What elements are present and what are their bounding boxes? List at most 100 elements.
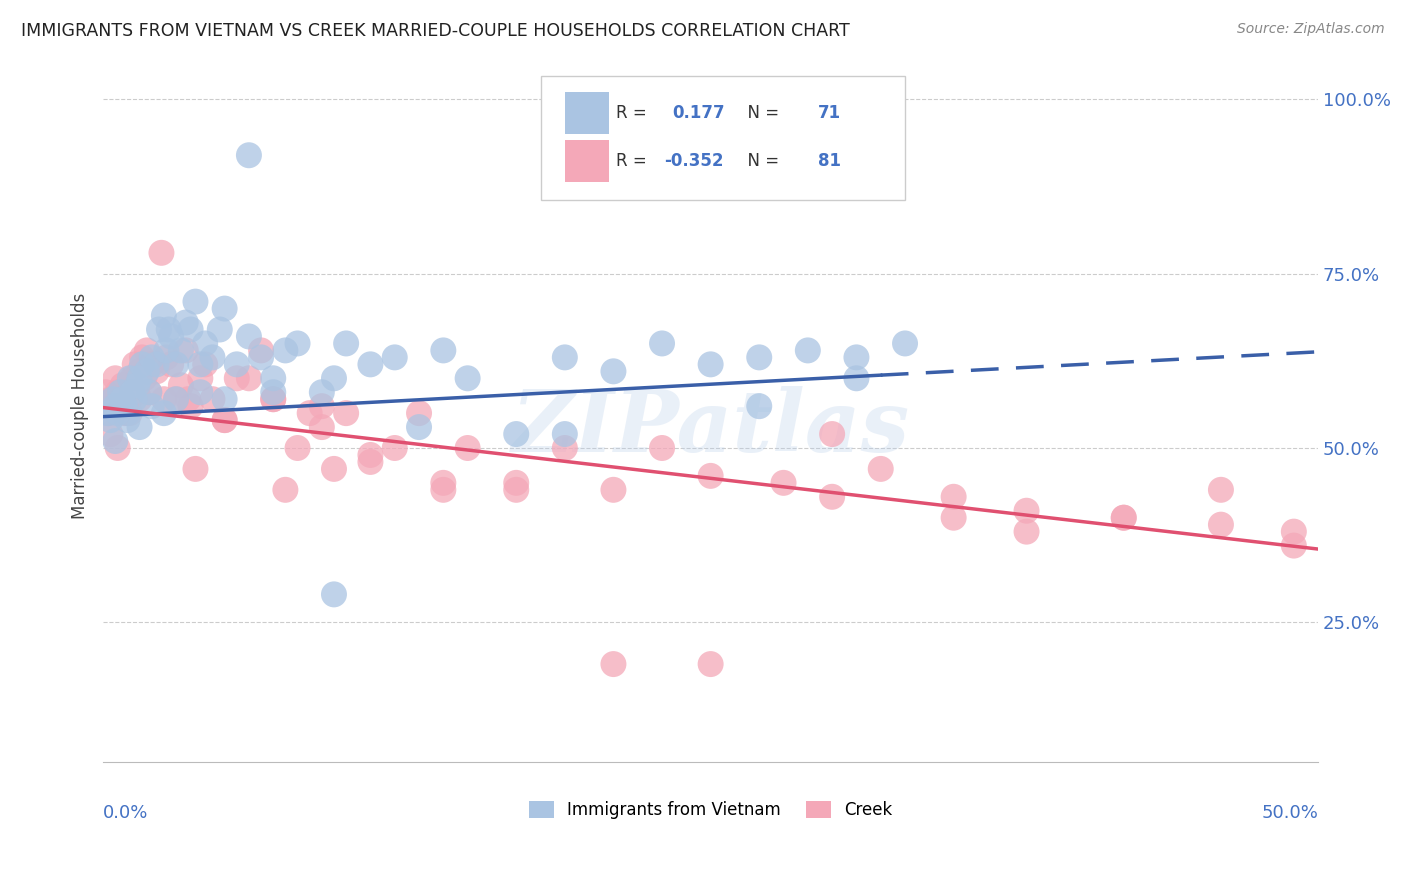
- Point: [94, 385, 117, 400]
- Point: [104, 371, 127, 385]
- Point: [323, 462, 346, 476]
- Point: [194, 336, 217, 351]
- Point: [155, 351, 177, 365]
- Point: [1112, 510, 1135, 524]
- Point: [148, 322, 170, 336]
- Point: [131, 351, 153, 365]
- Point: [128, 364, 150, 378]
- Point: [128, 392, 150, 407]
- Point: [214, 413, 236, 427]
- Point: [942, 490, 965, 504]
- Point: [117, 413, 139, 427]
- Point: [107, 406, 129, 420]
- Point: [408, 406, 430, 420]
- Point: [869, 462, 891, 476]
- Point: [100, 413, 122, 427]
- Point: [505, 427, 527, 442]
- Y-axis label: Married-couple Households: Married-couple Households: [72, 293, 89, 519]
- Text: 0.0%: 0.0%: [103, 805, 149, 822]
- Point: [262, 385, 284, 400]
- Point: [160, 329, 183, 343]
- Point: [238, 148, 260, 162]
- Point: [170, 378, 193, 392]
- Point: [124, 357, 146, 371]
- Point: [208, 322, 231, 336]
- Point: [188, 385, 211, 400]
- Text: 71: 71: [817, 103, 841, 121]
- Point: [772, 475, 794, 490]
- Point: [602, 483, 624, 497]
- Point: [127, 378, 149, 392]
- Point: [1282, 539, 1305, 553]
- Point: [238, 371, 260, 385]
- Point: [104, 434, 127, 448]
- Point: [100, 427, 122, 442]
- Point: [145, 357, 167, 371]
- Point: [114, 406, 136, 420]
- FancyBboxPatch shape: [565, 92, 609, 134]
- Point: [97, 406, 120, 420]
- Point: [108, 392, 131, 407]
- Point: [554, 427, 576, 442]
- Point: [118, 371, 141, 385]
- Point: [134, 371, 156, 385]
- Text: 81: 81: [817, 152, 841, 169]
- Text: R =: R =: [616, 103, 657, 121]
- Point: [311, 385, 333, 400]
- Point: [1015, 524, 1038, 539]
- Point: [135, 364, 157, 378]
- Point: [432, 475, 454, 490]
- Text: N =: N =: [737, 152, 785, 169]
- Point: [323, 371, 346, 385]
- Point: [117, 392, 139, 407]
- Point: [250, 343, 273, 358]
- Point: [114, 399, 136, 413]
- Point: [104, 399, 127, 413]
- Point: [262, 392, 284, 407]
- Point: [174, 343, 197, 358]
- Point: [174, 316, 197, 330]
- Point: [894, 336, 917, 351]
- Point: [107, 441, 129, 455]
- Point: [131, 357, 153, 371]
- Point: [201, 392, 224, 407]
- Point: [457, 441, 479, 455]
- Point: [262, 371, 284, 385]
- Point: [188, 357, 211, 371]
- Point: [505, 475, 527, 490]
- Point: [111, 392, 134, 407]
- Point: [165, 392, 187, 407]
- Point: [699, 468, 721, 483]
- Point: [153, 309, 176, 323]
- Point: [942, 510, 965, 524]
- Point: [214, 413, 236, 427]
- Point: [184, 294, 207, 309]
- Point: [457, 371, 479, 385]
- Point: [335, 336, 357, 351]
- Text: ZIPatlas: ZIPatlas: [512, 385, 910, 469]
- Point: [432, 343, 454, 358]
- Point: [121, 371, 143, 385]
- Point: [141, 357, 163, 371]
- Point: [748, 399, 770, 413]
- Point: [121, 385, 143, 400]
- Point: [184, 462, 207, 476]
- Text: Source: ZipAtlas.com: Source: ZipAtlas.com: [1237, 22, 1385, 37]
- Point: [107, 385, 129, 400]
- Point: [97, 406, 120, 420]
- Point: [194, 357, 217, 371]
- Point: [108, 385, 131, 400]
- Point: [145, 364, 167, 378]
- Point: [359, 448, 381, 462]
- Text: N =: N =: [737, 103, 785, 121]
- Point: [845, 351, 868, 365]
- Point: [238, 329, 260, 343]
- Point: [1209, 517, 1232, 532]
- Point: [1209, 483, 1232, 497]
- Point: [150, 245, 173, 260]
- Point: [274, 343, 297, 358]
- Point: [118, 406, 141, 420]
- Point: [1282, 524, 1305, 539]
- Point: [602, 364, 624, 378]
- Point: [157, 322, 180, 336]
